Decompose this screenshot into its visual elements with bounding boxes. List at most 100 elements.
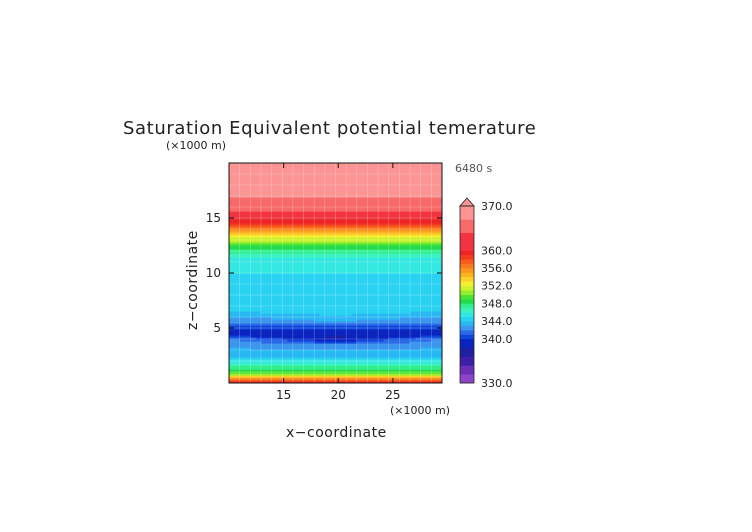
contour-cell xyxy=(314,337,321,340)
contour-cell xyxy=(239,257,246,260)
contour-cell xyxy=(229,371,235,374)
contour-cell xyxy=(378,337,385,340)
contour-cell xyxy=(303,211,310,214)
contour-cell xyxy=(292,359,299,362)
contour-cell xyxy=(271,167,278,170)
contour-cell xyxy=(399,375,406,378)
contour-cell xyxy=(356,253,363,256)
contour-cell xyxy=(298,357,305,360)
contour-cell xyxy=(266,311,273,314)
contour-cell xyxy=(239,173,246,176)
contour-cell xyxy=(346,339,353,342)
contour-cell xyxy=(250,183,257,186)
contour-cell xyxy=(340,221,347,224)
contour-cell xyxy=(431,321,438,324)
contour-cell xyxy=(404,241,411,244)
contour-cell xyxy=(404,235,411,238)
contour-cell xyxy=(250,189,257,192)
contour-cell xyxy=(346,271,353,274)
contour-cell xyxy=(287,237,294,240)
contour-cell xyxy=(351,237,358,240)
contour-cell xyxy=(282,209,289,212)
contour-cell xyxy=(298,283,305,286)
contour-cell xyxy=(415,361,422,364)
contour-cell xyxy=(372,325,379,328)
contour-cell xyxy=(298,245,305,248)
contour-cell xyxy=(394,235,401,238)
contour-cell xyxy=(378,241,385,244)
contour-cell xyxy=(436,253,442,256)
contour-cell xyxy=(383,325,390,328)
contour-cell xyxy=(276,199,283,202)
contour-cell xyxy=(287,353,294,356)
contour-cell xyxy=(420,275,427,278)
contour-cell xyxy=(388,285,395,288)
contour-cell xyxy=(356,175,363,178)
contour-cell xyxy=(244,223,251,226)
contour-cell xyxy=(260,235,267,238)
contour-cell xyxy=(271,337,278,340)
contour-cell xyxy=(335,243,342,246)
contour-cell xyxy=(260,363,267,366)
contour-cell xyxy=(319,255,326,258)
contour-cell xyxy=(394,325,401,328)
contour-cell xyxy=(351,317,358,320)
contour-cell xyxy=(415,175,422,178)
contour-cell xyxy=(319,379,326,382)
contour-cell xyxy=(255,347,262,350)
contour-cell xyxy=(314,215,321,218)
contour-cell xyxy=(404,179,411,182)
contour-cell xyxy=(324,193,331,196)
contour-cell xyxy=(415,253,422,256)
contour-cell xyxy=(255,305,262,308)
contour-cell xyxy=(420,241,427,244)
contour-cell xyxy=(388,227,395,230)
contour-cell xyxy=(399,321,406,324)
contour-cell xyxy=(415,189,422,192)
contour-cell xyxy=(276,179,283,182)
contour-cell xyxy=(346,287,353,290)
contour-cell xyxy=(255,187,262,190)
contour-cell xyxy=(266,223,273,226)
contour-cell xyxy=(362,245,369,248)
contour-cell xyxy=(399,185,406,188)
contour-cell xyxy=(340,185,347,188)
contour-cell xyxy=(335,197,342,200)
contour-cell xyxy=(282,353,289,356)
contour-cell xyxy=(362,279,369,282)
contour-cell xyxy=(276,177,283,180)
contour-cell xyxy=(282,279,289,282)
contour-cell xyxy=(292,371,299,374)
contour-cell xyxy=(399,163,406,166)
contour-cell xyxy=(330,289,337,292)
contour-cell xyxy=(372,273,379,276)
contour-cell xyxy=(388,197,395,200)
contour-cell xyxy=(330,273,337,276)
contour-cell xyxy=(436,337,442,340)
contour-cell xyxy=(388,329,395,332)
contour-cell xyxy=(346,379,353,382)
contour-cell xyxy=(367,375,374,378)
contour-cell xyxy=(420,219,427,222)
contour-cell xyxy=(351,359,358,362)
contour-cell xyxy=(244,351,251,354)
contour-cell xyxy=(298,367,305,370)
contour-cell xyxy=(356,321,363,324)
contour-cell xyxy=(266,193,273,196)
contour-cell xyxy=(330,361,337,364)
contour-cell xyxy=(324,313,331,316)
contour-cell xyxy=(362,339,369,342)
contour-cell xyxy=(229,195,235,198)
contour-cell xyxy=(431,283,438,286)
contour-cell xyxy=(340,331,347,334)
contour-cell xyxy=(404,329,411,332)
contour-cell xyxy=(383,287,390,290)
contour-cell xyxy=(367,233,374,236)
contour-cell xyxy=(319,219,326,222)
contour-cell xyxy=(266,255,273,258)
contour-cell xyxy=(330,315,337,318)
contour-cell xyxy=(340,293,347,296)
contour-cell xyxy=(383,187,390,190)
contour-cell xyxy=(431,253,438,256)
contour-cell xyxy=(298,287,305,290)
